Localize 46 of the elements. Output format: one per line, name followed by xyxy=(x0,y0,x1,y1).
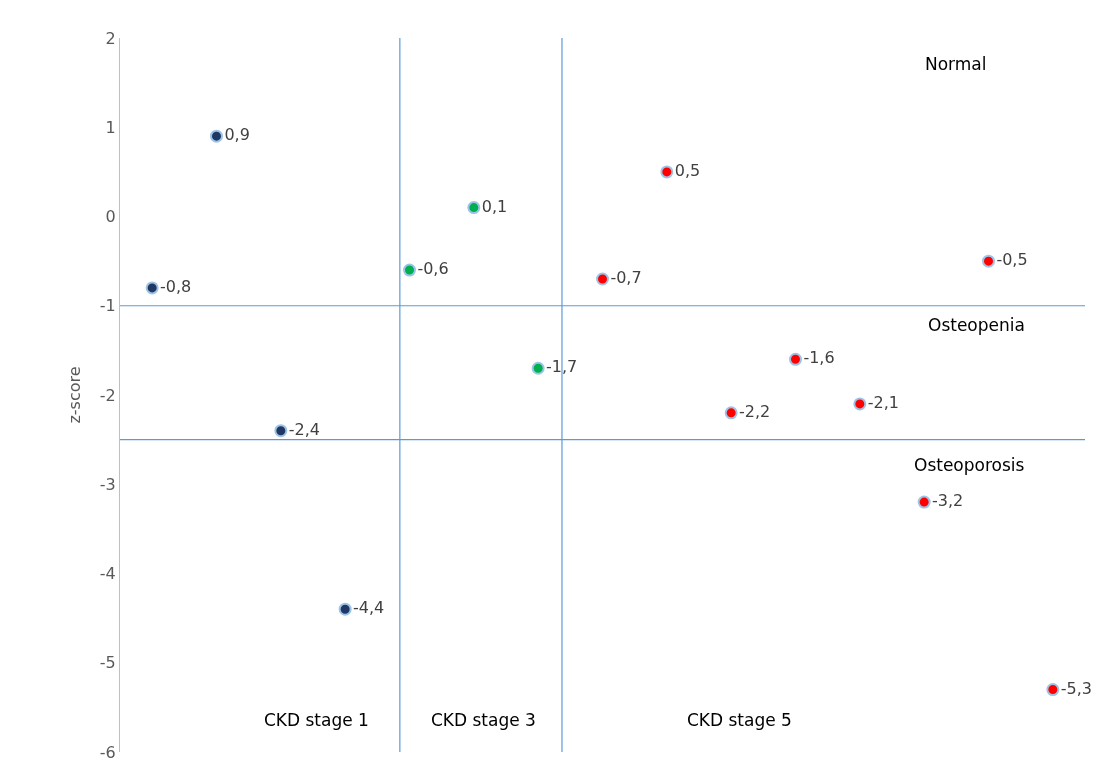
y-tick-label: -2 xyxy=(99,385,116,405)
data-label: -3,2 xyxy=(932,491,964,511)
data-label: -0,7 xyxy=(610,267,642,287)
y-tick-label: -4 xyxy=(99,564,116,584)
data-label: 0,9 xyxy=(224,125,250,145)
y-tick-label: 0 xyxy=(105,207,116,227)
data-label: -0,5 xyxy=(996,250,1028,270)
data-label: -2,1 xyxy=(867,392,899,412)
annotation: CKD stage 5 xyxy=(687,710,792,730)
point xyxy=(789,352,802,366)
data-label: -2,2 xyxy=(739,401,771,421)
y-tick-label: 2 xyxy=(105,28,116,48)
y-tick-label: 1 xyxy=(105,117,116,137)
data-label: -5,3 xyxy=(1060,678,1092,698)
point xyxy=(274,424,288,438)
point xyxy=(467,201,481,215)
point xyxy=(853,397,867,411)
data-label: -2,4 xyxy=(288,419,320,439)
annotation: CKD stage 1 xyxy=(264,710,369,730)
point xyxy=(403,263,416,277)
data-label: 0,1 xyxy=(481,196,508,216)
annotation: Normal xyxy=(925,54,987,74)
annotation: Osteopenia xyxy=(928,315,1025,335)
point xyxy=(145,281,159,295)
annotation: Osteoporosis xyxy=(914,455,1025,475)
data-label: -1,6 xyxy=(803,348,835,368)
point xyxy=(660,165,674,179)
data-label: 0,5 xyxy=(674,160,701,180)
point xyxy=(982,254,995,268)
data-label: -0,8 xyxy=(160,276,192,296)
y-tick-label: -6 xyxy=(99,742,116,762)
annotation: CKD stage 3 xyxy=(431,710,536,730)
y-tick-label: -5 xyxy=(99,653,116,673)
data-label: -1,7 xyxy=(546,357,578,377)
data-label: -0,6 xyxy=(417,259,449,279)
point xyxy=(531,361,545,375)
y-axis-title: z-score xyxy=(64,366,84,424)
point xyxy=(724,406,738,420)
data-label: -4,4 xyxy=(353,598,385,618)
point xyxy=(1046,683,1060,697)
y-tick-label: -3 xyxy=(99,474,116,494)
point xyxy=(917,495,931,509)
point xyxy=(338,602,352,616)
y-tick-label: -1 xyxy=(99,296,116,316)
point xyxy=(596,272,609,286)
point xyxy=(210,129,223,143)
